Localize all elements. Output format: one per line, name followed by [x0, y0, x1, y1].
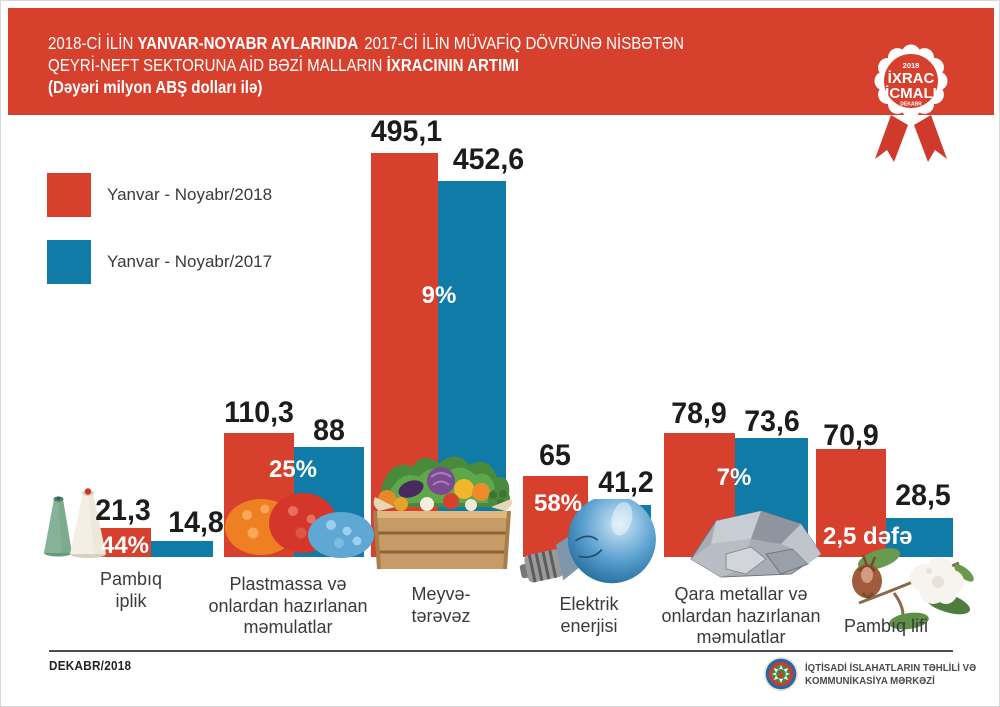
value-2017-qara-metallar: 73,6 [744, 405, 800, 438]
legend-item-2018: Yanvar - Noyabr/2018 [47, 173, 272, 217]
organization-name-line2: KOMMUNİKASİYA MƏRKƏZİ [805, 675, 935, 687]
value-2017-pambiq-iplik: 14,8 [168, 506, 224, 539]
plastic-granules-icon [225, 493, 374, 558]
legend-label-2018: Yanvar - Noyabr/2018 [107, 185, 273, 204]
value-2018-meyve-terevez: 495,1 [370, 115, 443, 148]
category-elektrik: Elektrik enerjisi [559, 594, 619, 636]
header-subtitle: (Dəyəri milyon ABŞ dolları ilə) [48, 77, 263, 97]
bar-2018-pambiq-lifi [816, 449, 886, 557]
badge-month: DEKABR [900, 102, 922, 108]
organization-emblem-icon [763, 656, 799, 692]
cotton-boll-image [839, 533, 977, 636]
yarn-cones-icon [44, 488, 106, 558]
category-meyve-terevez: Meyvə-tərəvəz [411, 584, 471, 626]
ixrac-icmali-badge: 2018 İXRAC İCMALI DEKABR [859, 37, 963, 171]
growth-meyve-terevez: 9% [421, 282, 457, 309]
bar-2017-pambiq-iplik [151, 541, 213, 557]
badge-title-line1: İXRAC [888, 70, 935, 87]
organization-name-line1: İQTİSADİ İSLAHATLARIN TƏHLİLİ VƏ [805, 662, 977, 674]
vegetable-crate-icon [373, 456, 513, 570]
value-2017-elektrik: 41,2 [598, 466, 654, 499]
badge-year: 2018 [903, 61, 920, 70]
metal-chunks-icon [690, 510, 822, 578]
growth-pambiq-lifi: 2,5 dəfə [823, 523, 913, 550]
growth-elektrik: 58% [533, 490, 583, 517]
growth-pambiq-iplik: 44% [100, 532, 150, 559]
category-pambiq-lifi: Pambıq lifi [843, 616, 929, 636]
value-2018-qara-metallar: 78,9 [671, 397, 727, 430]
yarn-cones-image [31, 488, 123, 565]
header-banner: 2018-Cİ İLİN YANVAR-NOYABR AYLARINDA 2017… [8, 8, 994, 115]
cotton-boll-icon [852, 548, 974, 630]
growth-qara-metallar: 7% [716, 464, 752, 491]
value-2018-elektrik: 65 [539, 439, 571, 472]
value-2018-pambiq-lifi: 70,9 [823, 419, 879, 452]
metal-chunks-image [671, 499, 829, 589]
value-2017-meyve-terevez: 452,6 [452, 143, 525, 176]
badge-title-line2: İCMALI [885, 85, 937, 102]
title-line1-regular2: 2017-Cİ İLİN MÜVAFİQ DÖVRÜNƏ NİSBƏTƏN [364, 33, 685, 53]
footer-divider [49, 650, 953, 652]
category-pambiq-iplik: Pambıq iplik [99, 569, 163, 611]
category-qara-metallar: Qara metallar və onlardan hazırlanan məm… [661, 584, 821, 647]
title-line2-regular: QEYRİ-NEFT SEKTORUNA AİD BƏZİ MALLARIN [48, 55, 387, 75]
growth-plastmassa: 25% [268, 456, 318, 483]
azerbaijan-emblem-icon [763, 656, 799, 692]
plastic-granules-image [223, 471, 375, 564]
footer-date: DEKABR/2018 [49, 658, 132, 673]
title-line1-bold: YANVAR-NOYABR AYLARINDA [137, 33, 359, 53]
category-plastmassa: Plastmassa və onlardan hazırlanan məmula… [208, 574, 368, 637]
title-line2-bold: İXRACININ ARTIMI [386, 55, 519, 75]
light-bulb-icon [519, 495, 656, 584]
vegetable-crate-image [361, 449, 523, 586]
value-2018-plastmassa: 110,3 [224, 396, 294, 429]
value-2017-pambiq-lifi: 28,5 [895, 479, 951, 512]
light-bulb-image [517, 495, 665, 609]
rosette-ribbon-icon: 2018 İXRAC İCMALI DEKABR [874, 44, 948, 162]
header-title: 2018-Cİ İLİN YANVAR-NOYABR AYLARINDA 2017… [48, 32, 788, 98]
title-line1-regular: 2018-Cİ İLİN [48, 33, 138, 53]
value-2017-plastmassa: 88 [313, 414, 345, 447]
legend-swatch-blue [47, 240, 91, 284]
legend-label-2017: Yanvar - Noyabr/2017 [107, 252, 273, 271]
organization-name: İQTİSADİ İSLAHATLARIN TƏHLİLİ VƏ KOMMUNİ… [805, 662, 976, 688]
value-2018-pambiq-iplik: 21,3 [95, 494, 151, 527]
legend-swatch-red [47, 173, 91, 217]
legend-item-2017: Yanvar - Noyabr/2017 [47, 240, 272, 284]
